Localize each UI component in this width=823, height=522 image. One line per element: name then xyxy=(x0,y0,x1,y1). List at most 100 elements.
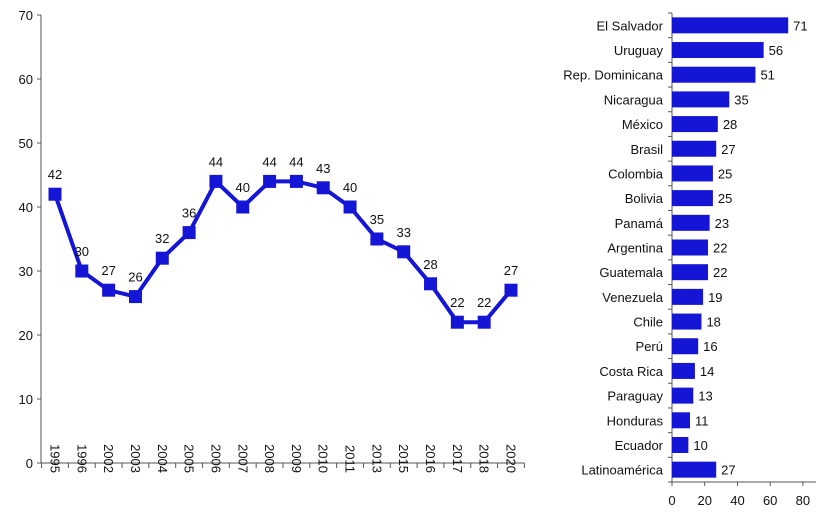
line-data-label: 22 xyxy=(477,295,491,310)
bar xyxy=(672,338,699,355)
bar xyxy=(672,362,695,379)
line-x-tick-label: 2006 xyxy=(208,444,223,473)
line-point xyxy=(343,200,357,214)
line-y-tick-label: 60 xyxy=(19,72,33,87)
line-data-label: 44 xyxy=(289,154,303,169)
bar-data-label: 11 xyxy=(695,413,709,428)
line-x-tick-label: 2020 xyxy=(504,444,519,473)
bar-data-label: 19 xyxy=(708,290,722,305)
line-x-tick-label: 2013 xyxy=(369,444,384,473)
bar-x-tick-label: 60 xyxy=(763,493,777,508)
bar xyxy=(672,66,756,83)
line-point xyxy=(289,174,303,188)
line-point xyxy=(424,277,438,291)
bar xyxy=(672,190,713,207)
line-point xyxy=(316,181,330,195)
bar-data-label: 27 xyxy=(721,463,735,478)
bar-data-label: 22 xyxy=(713,265,727,280)
line-y-tick-label: 10 xyxy=(19,392,33,407)
line-y-tick-label: 40 xyxy=(19,200,33,215)
line-data-label: 42 xyxy=(48,167,62,182)
bar xyxy=(672,17,789,34)
line-point xyxy=(182,226,196,240)
bar-category-label: Costa Rica xyxy=(599,364,663,379)
line-point xyxy=(450,315,464,329)
bar-category-label: Honduras xyxy=(607,413,664,428)
line-data-label: 40 xyxy=(343,180,357,195)
line-point xyxy=(397,245,411,259)
line-point xyxy=(504,283,518,297)
line-data-label: 26 xyxy=(128,270,142,285)
bar xyxy=(672,288,704,305)
bar xyxy=(672,116,718,133)
line-x-tick-label: 2008 xyxy=(262,444,277,473)
line-data-label: 30 xyxy=(75,244,89,259)
line-x-tick-label: 1995 xyxy=(48,444,63,473)
line-point xyxy=(370,232,384,246)
line-x-tick-label: 2005 xyxy=(182,444,197,473)
line-x-tick-label: 2011 xyxy=(343,445,358,473)
line-data-label: 27 xyxy=(504,263,518,278)
bar-data-label: 16 xyxy=(703,339,717,354)
bar-data-label: 28 xyxy=(723,117,737,132)
bar-data-label: 27 xyxy=(721,142,735,157)
line-data-label: 44 xyxy=(209,154,223,169)
line-data-label: 44 xyxy=(262,154,276,169)
bar-data-label: 13 xyxy=(698,389,712,404)
bar-data-label: 25 xyxy=(718,166,732,181)
line-x-tick-label: 2018 xyxy=(477,444,492,473)
line-point xyxy=(263,174,277,188)
bar-category-label: Colombia xyxy=(608,166,664,181)
bar-data-label: 22 xyxy=(713,241,727,256)
line-x-tick-label: 2003 xyxy=(128,444,143,473)
line-data-label: 33 xyxy=(396,225,410,240)
line-chart: 0 10 20 30 40 50 60 70 1995 1996 2002 2003 2004 2005 2… xyxy=(19,8,525,473)
bar-category-label: Brasil xyxy=(630,142,663,157)
line-point xyxy=(75,264,89,278)
line-data-label: 27 xyxy=(101,263,115,278)
line-series xyxy=(53,179,513,325)
line-x-tick-label: 2010 xyxy=(316,444,331,473)
bar-category-label: Ecuador xyxy=(615,438,664,453)
bar-data-label: 23 xyxy=(715,216,729,231)
line-x-tick-label: 2017 xyxy=(450,444,465,473)
bar-data-label: 18 xyxy=(706,315,720,330)
line-x-tick-label: 2016 xyxy=(423,444,438,473)
bar-data-label: 56 xyxy=(769,43,783,58)
bar-category-label: Nicaragua xyxy=(604,92,664,107)
bar xyxy=(672,264,708,281)
bar-category-label: Perú xyxy=(636,339,663,354)
bar xyxy=(672,436,689,453)
bar xyxy=(672,42,764,59)
line-point xyxy=(236,200,250,214)
bar-data-label: 71 xyxy=(793,18,807,33)
bar-category-label: El Salvador xyxy=(597,18,664,33)
bar-data-label: 35 xyxy=(734,92,748,107)
bar-x-tick-label: 40 xyxy=(730,493,744,508)
line-point xyxy=(128,290,142,304)
line-y-tick-label: 30 xyxy=(19,264,33,279)
bar-category-label: México xyxy=(622,117,663,132)
line-point xyxy=(155,251,169,265)
bar-chart: 0 20 40 60 80 El Salvador 71 Uruguay 56 Rep. Domi… xyxy=(563,12,816,508)
line-data-label: 32 xyxy=(155,231,169,246)
line-y-tick-label: 70 xyxy=(19,8,33,23)
line-y-tick-label: 0 xyxy=(26,456,33,471)
bar xyxy=(672,313,702,330)
bar xyxy=(672,91,730,108)
bar-category-label: Panamá xyxy=(615,216,664,231)
line-x-tick-label: 1996 xyxy=(74,444,89,473)
bar-data-label: 51 xyxy=(760,68,774,83)
bar xyxy=(672,461,717,478)
line-data-label: 40 xyxy=(236,180,250,195)
bar-category-label: Latinoamérica xyxy=(581,463,663,478)
line-point xyxy=(209,174,223,188)
line-data-label: 36 xyxy=(182,206,196,221)
line-point xyxy=(477,315,491,329)
line-y-tick-label: 50 xyxy=(19,136,33,151)
line-x-tick-label: 2004 xyxy=(155,444,170,473)
bar xyxy=(672,239,708,256)
line-data-label: 22 xyxy=(450,295,464,310)
bar-category-label: Guatemala xyxy=(599,265,663,280)
